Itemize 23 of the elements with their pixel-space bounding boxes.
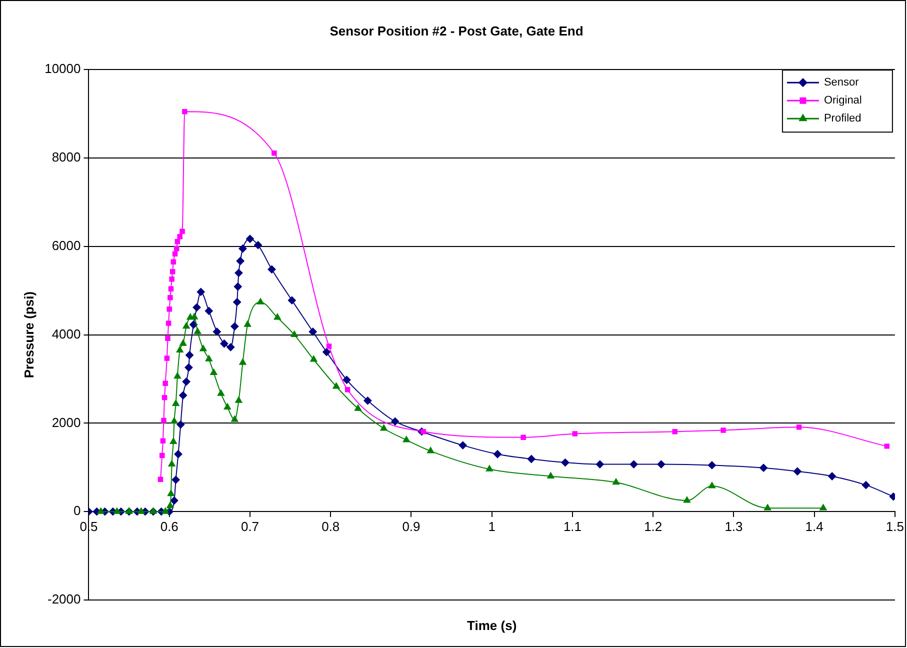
x-axis-title: Time (s) [467, 618, 517, 633]
y-tick-label: 6000 [52, 238, 81, 253]
x-tick-label: 1.5 [886, 518, 904, 534]
y-tick-label: -2000 [48, 592, 81, 607]
y-tick-label: 0 [74, 503, 81, 518]
x-tick-label: 1 [488, 518, 496, 534]
legend-label: Original [824, 94, 862, 107]
legend-label: Sensor [824, 76, 860, 89]
chart-title: Sensor Position #2 - Post Gate, Gate End [330, 23, 584, 38]
y-tick-label: 2000 [52, 414, 81, 430]
x-tick-label: 0.7 [240, 518, 260, 534]
x-tick-label: 0.8 [322, 518, 340, 534]
x-tick-label: 1.1 [563, 518, 582, 534]
x-tick-label: 1.2 [644, 518, 662, 534]
x-tick-label: 1.3 [724, 518, 743, 534]
y-tick-label: 4000 [52, 326, 81, 342]
y-tick-label: 10000 [44, 61, 81, 76]
x-tick-label: 0.9 [402, 518, 420, 534]
x-tick-label: 0.6 [160, 518, 178, 534]
y-tick-label: 8000 [52, 150, 81, 165]
x-tick-label: 1.4 [805, 518, 824, 534]
y-axis-title: Pressure (psi) [21, 291, 36, 378]
legend-label: Profiled [824, 112, 862, 125]
